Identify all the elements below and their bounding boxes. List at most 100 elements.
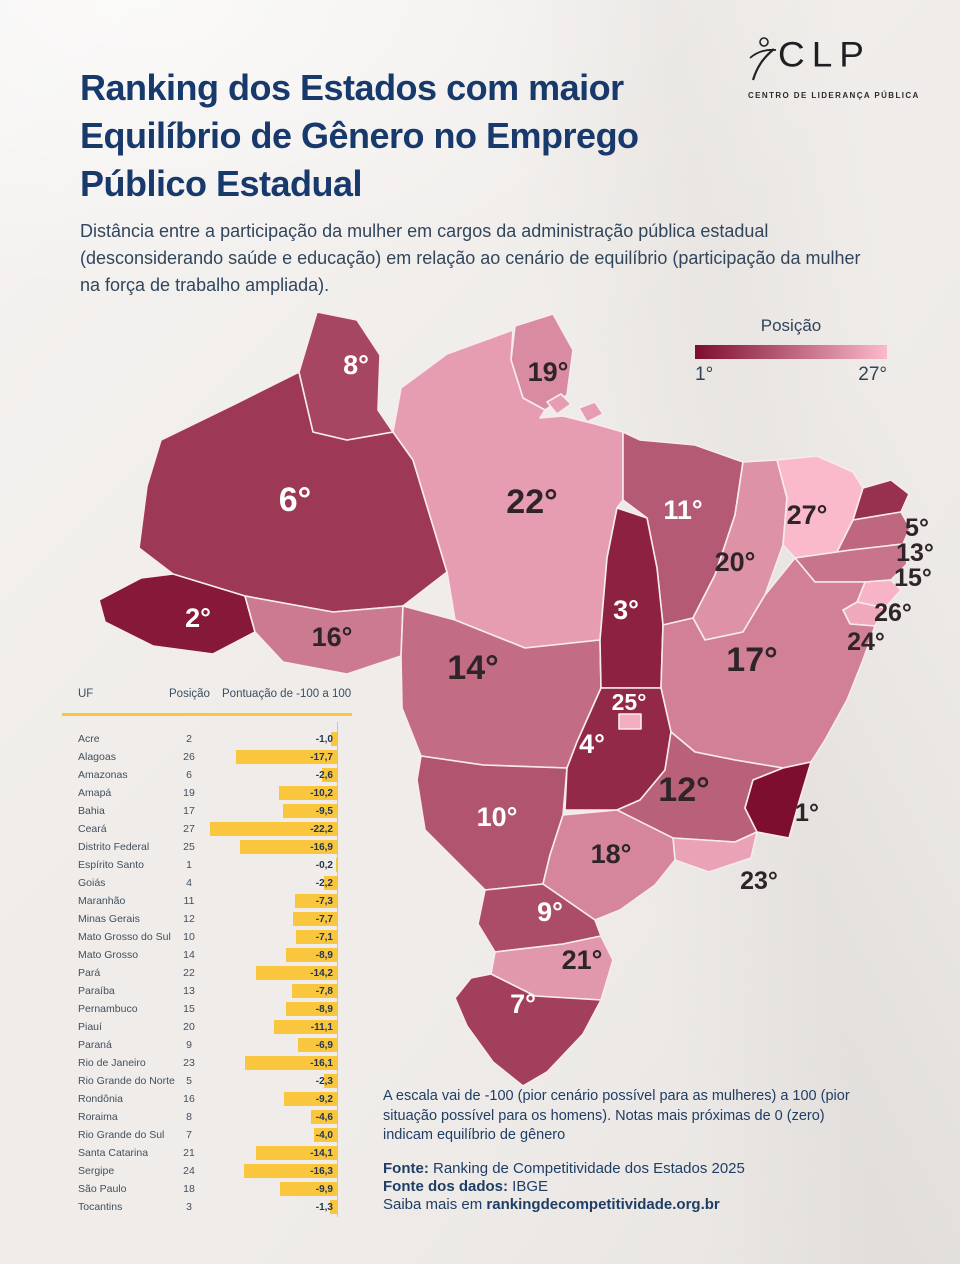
score-value: -6,9 [315,1039,333,1051]
table-row: Distrito Federal 25 -16,9 [62,838,352,856]
state-label-SE: 24° [847,628,885,656]
uf-name: Rio de Janeiro [78,1057,146,1069]
ranking-table: UF Posição Pontuação de -100 a 100 Acre 2… [62,682,352,1227]
position-value: 21 [183,1147,195,1159]
website-link[interactable]: rankingdecompetitividade.org.br [486,1195,720,1213]
position-value: 3 [186,1201,192,1213]
score-value: -8,9 [315,1003,333,1015]
score-value: -16,1 [310,1057,333,1069]
score-bar [284,1091,337,1106]
score-bar [210,821,337,836]
score-value: -17,7 [310,751,333,763]
legend-gradient-bar [695,345,887,359]
table-row: Acre 2 -1,0 [62,730,352,748]
column-header-uf: UF [78,688,94,700]
state-label-ES: 1° [795,799,819,827]
score-value: -22,2 [310,823,333,835]
source-line: Fonte: Ranking de Competitividade dos Es… [383,1159,745,1177]
position-value: 26 [183,751,195,763]
score-bar [286,1001,337,1016]
score-bar [243,1163,337,1178]
position-value: 16 [183,1093,195,1105]
score-bar [329,1199,337,1214]
state-label-CE: 27° [787,500,828,530]
position-value: 1 [186,859,192,871]
state-label-RO: 16° [312,622,353,652]
table-row: Minas Gerais 12 -7,7 [62,910,352,928]
state-label-RR: 8° [343,350,369,380]
score-bar [314,1127,337,1142]
more-info-line: Saiba mais em rankingdecompetitividade.o… [383,1195,720,1213]
state-label-AM: 6° [279,481,312,519]
uf-name: Amazonas [78,769,128,781]
uf-name: Rondônia [78,1093,123,1105]
table-row: Amazonas 6 -2,6 [62,766,352,784]
uf-name: Rio Grande do Sul [78,1129,165,1141]
score-value: -7,3 [315,895,333,907]
state-label-PR: 9° [537,897,563,927]
score-value: -2,3 [315,1075,333,1087]
position-value: 9 [186,1039,192,1051]
position-value: 7 [186,1129,192,1141]
island-2 [578,401,604,423]
uf-name: Paraíba [78,985,115,997]
state-label-PA: 22° [506,483,557,521]
table-row: Pernambuco 15 -8,9 [62,1000,352,1018]
score-bar [255,965,337,980]
state-RS [454,973,602,1087]
table-row: Espírito Santo 1 -0,2 [62,856,352,874]
uf-name: Piauí [78,1021,102,1033]
score-value: -9,2 [315,1093,333,1105]
table-row: Rio Grande do Norte 5 -2,3 [62,1072,352,1090]
uf-name: Santa Catarina [78,1147,149,1159]
uf-name: Ceará [78,823,107,835]
position-value: 22 [183,967,195,979]
score-value: -16,3 [310,1165,333,1177]
page-title: Ranking dos Estados com maior Equilíbrio… [80,67,639,204]
legend-max-label: 27° [858,364,887,385]
uf-name: Goiás [78,877,106,889]
score-bar [286,947,337,962]
score-value: -7,7 [315,913,333,925]
score-value: -11,1 [310,1021,333,1033]
uf-name: Mato Grosso [78,949,139,961]
state-label-BA: 17° [726,641,777,679]
table-row: São Paulo 18 -9,9 [62,1180,352,1198]
map-legend: Posição 1° 27° [695,316,887,386]
table-row: Santa Catarina 21 -14,1 [62,1144,352,1162]
table-row: Amapá 19 -10,2 [62,784,352,802]
state-label-MS: 10° [477,802,518,832]
page-subtitle: Distância entre a participação da mulher… [80,221,861,295]
position-value: 20 [183,1021,195,1033]
table-row: Rio de Janeiro 23 -16,1 [62,1054,352,1072]
state-SP [542,809,676,921]
footer-notes: A escala vai de -100 (pior cenário possí… [383,1087,863,1214]
score-bar [335,857,337,872]
state-label-RJ: 23° [740,867,778,895]
score-bar [292,983,337,998]
uf-name: Bahia [78,805,105,817]
state-label-DF: 25° [612,689,647,715]
column-header-posicao: Posição [169,688,210,700]
score-bar [293,911,337,926]
uf-name: Minas Gerais [78,913,140,925]
score-bar [322,767,337,782]
state-label-TO: 3° [613,595,639,625]
state-label-AP: 19° [528,357,569,387]
table-row: Bahia 17 -9,5 [62,802,352,820]
score-value: -7,8 [315,985,333,997]
uf-name: Pará [78,967,101,979]
table-row: Paraíba 13 -7,8 [62,982,352,1000]
position-value: 11 [183,895,195,907]
score-bar [240,839,337,854]
position-value: 25 [183,841,195,853]
score-value: -2,6 [315,769,333,781]
score-bar [256,1145,337,1160]
state-label-AC: 2° [185,603,211,633]
uf-name: Rio Grande do Norte [78,1075,175,1087]
uf-name: Amapá [78,787,112,799]
score-value: -9,9 [315,1183,333,1195]
score-bar [273,1019,337,1034]
state-label-PB: 13° [896,539,934,567]
score-bar [323,1073,337,1088]
